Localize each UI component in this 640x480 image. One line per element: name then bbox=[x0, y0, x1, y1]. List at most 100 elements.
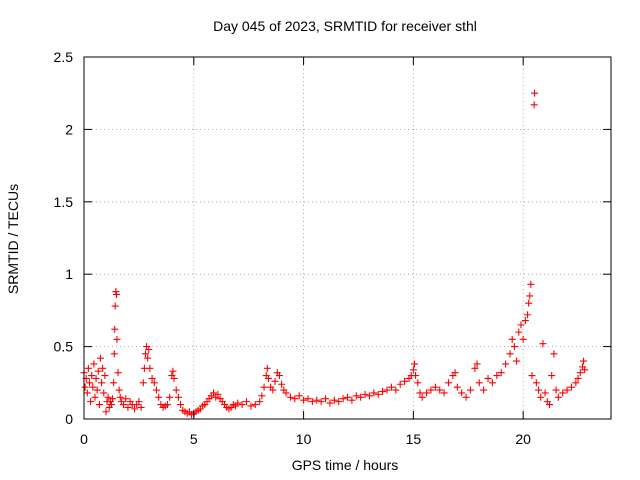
data-point bbox=[537, 393, 545, 401]
data-point bbox=[510, 343, 518, 351]
data-point bbox=[271, 377, 279, 385]
data-point bbox=[295, 392, 303, 400]
data-point bbox=[116, 393, 124, 401]
y-axis-label: SRMTID / TECUs bbox=[5, 184, 21, 294]
data-point bbox=[532, 379, 540, 387]
data-point bbox=[493, 372, 501, 380]
data-point bbox=[392, 386, 400, 394]
data-point bbox=[85, 379, 93, 387]
data-point bbox=[131, 405, 139, 413]
data-point bbox=[152, 386, 160, 394]
data-point bbox=[401, 377, 409, 385]
data-point bbox=[370, 389, 378, 397]
data-point bbox=[530, 101, 538, 109]
data-point bbox=[251, 401, 259, 409]
data-point bbox=[559, 389, 567, 397]
data-point bbox=[572, 379, 580, 387]
data-point bbox=[548, 372, 556, 380]
data-point bbox=[524, 311, 532, 319]
x-axis-label: GPS time / hours bbox=[292, 457, 399, 473]
data-point bbox=[554, 393, 562, 401]
chart-title: Day 045 of 2023, SRMTID for receiver sth… bbox=[213, 18, 477, 34]
data-point bbox=[352, 392, 360, 400]
data-point bbox=[574, 374, 582, 382]
data-point bbox=[308, 398, 316, 406]
data-point bbox=[576, 369, 584, 377]
data-point bbox=[135, 398, 143, 406]
data-point bbox=[458, 389, 466, 397]
data-point bbox=[81, 383, 89, 391]
data-point bbox=[111, 302, 119, 310]
data-point bbox=[517, 321, 525, 329]
data-point bbox=[348, 396, 356, 404]
data-point bbox=[258, 392, 266, 400]
y-tick-label: 0.5 bbox=[54, 339, 74, 355]
data-point bbox=[383, 386, 391, 394]
data-point bbox=[120, 401, 128, 409]
data-point bbox=[427, 386, 435, 394]
x-tick-label: 0 bbox=[80, 431, 88, 447]
data-point bbox=[260, 383, 268, 391]
data-point bbox=[335, 398, 343, 406]
data-point bbox=[94, 367, 102, 375]
data-point bbox=[87, 398, 95, 406]
y-tick-label: 2 bbox=[65, 121, 73, 137]
data-point bbox=[365, 392, 373, 400]
data-point bbox=[326, 399, 334, 407]
data-point bbox=[93, 386, 101, 394]
axis-ticks: 0 0.5 1 1.5 2 2.5 0 5 10 15 20 bbox=[54, 49, 611, 447]
data-point bbox=[144, 354, 152, 362]
y-tick-label: 1 bbox=[65, 266, 73, 282]
data-point bbox=[525, 299, 533, 307]
data-point bbox=[423, 389, 431, 397]
data-point bbox=[410, 360, 418, 368]
data-point bbox=[286, 393, 294, 401]
data-point bbox=[242, 398, 250, 406]
data-point bbox=[412, 372, 420, 380]
data-point bbox=[102, 408, 110, 416]
plot-frame bbox=[83, 56, 612, 420]
data-point bbox=[480, 386, 488, 394]
y-tick-label: 0 bbox=[65, 411, 73, 427]
data-point bbox=[414, 379, 422, 387]
data-point bbox=[282, 389, 290, 397]
data-point bbox=[440, 389, 448, 397]
x-tick-label: 5 bbox=[190, 431, 198, 447]
data-point bbox=[110, 379, 118, 387]
data-point bbox=[172, 386, 180, 394]
data-point bbox=[96, 354, 104, 362]
data-point bbox=[513, 357, 521, 365]
data-point bbox=[214, 390, 222, 398]
data-point bbox=[83, 389, 91, 397]
data-point bbox=[546, 401, 554, 409]
data-point bbox=[145, 345, 153, 353]
data-point bbox=[210, 389, 218, 397]
data-point bbox=[515, 328, 523, 336]
data-point bbox=[95, 401, 103, 409]
data-point bbox=[101, 372, 109, 380]
data-point bbox=[263, 364, 271, 372]
data-point bbox=[519, 335, 527, 343]
data-point bbox=[488, 379, 496, 387]
data-point bbox=[278, 380, 286, 388]
data-point bbox=[100, 389, 108, 397]
data-point bbox=[169, 367, 177, 375]
data-point bbox=[344, 393, 351, 401]
data-point bbox=[526, 292, 534, 300]
data-point bbox=[508, 335, 516, 343]
data-point bbox=[418, 393, 426, 401]
data-point bbox=[104, 393, 112, 401]
data-point bbox=[122, 395, 130, 403]
data-point bbox=[379, 387, 387, 395]
data-point bbox=[88, 372, 96, 380]
y-tick-label: 1.5 bbox=[54, 194, 74, 210]
data-point bbox=[416, 389, 424, 397]
data-point bbox=[291, 395, 299, 403]
data-point bbox=[528, 372, 536, 380]
data-point bbox=[163, 401, 171, 409]
data-point bbox=[471, 364, 479, 372]
data-point bbox=[473, 360, 481, 368]
data-point bbox=[535, 386, 543, 394]
data-point bbox=[84, 364, 92, 372]
data-point bbox=[112, 290, 120, 298]
